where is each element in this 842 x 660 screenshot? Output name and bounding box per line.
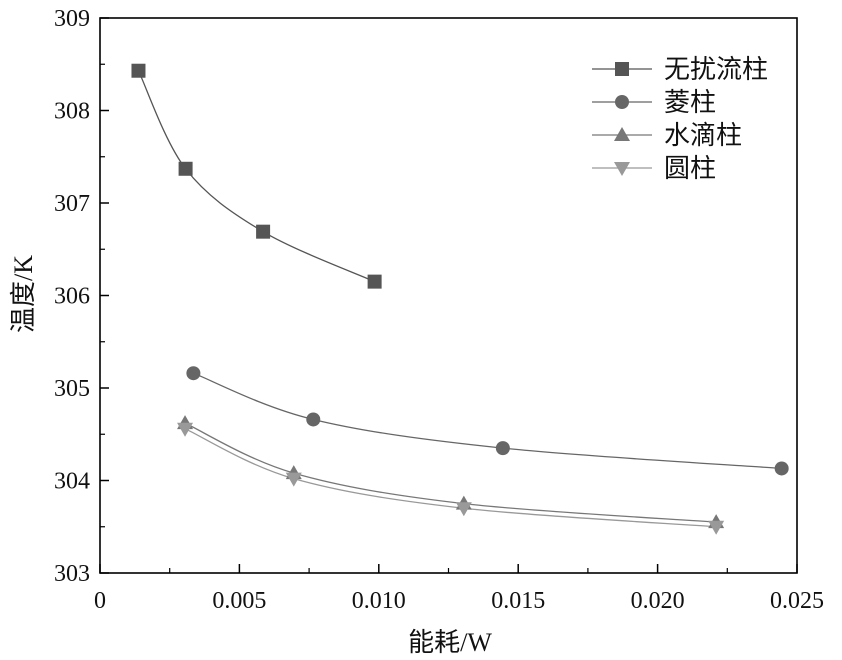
data-point — [455, 502, 472, 517]
data-point — [306, 412, 321, 427]
x-tick-label: 0.005 — [212, 588, 266, 614]
series-line — [137, 70, 375, 283]
series-line — [184, 422, 717, 523]
legend-label: 无扰流柱 — [664, 55, 768, 84]
y-tick-label: 304 — [54, 469, 90, 495]
x-tick-label: 0 — [94, 588, 106, 614]
x-tick-label: 0.025 — [770, 588, 824, 614]
legend-item: 无扰流柱 — [592, 55, 768, 84]
series-line — [184, 428, 717, 528]
data-point — [285, 472, 302, 487]
x-tick-label: 0.015 — [491, 588, 545, 614]
data-point — [131, 63, 146, 78]
series-curves — [137, 70, 782, 528]
x-tick-label: 0.010 — [352, 588, 406, 614]
legend-marker — [614, 127, 630, 141]
data-point — [177, 422, 194, 437]
y-tick-label: 306 — [54, 284, 90, 310]
legend-item: 菱柱 — [592, 88, 716, 117]
y-axis-title: 温度/K — [9, 255, 38, 333]
data-point — [495, 441, 510, 456]
data-point — [367, 274, 382, 289]
data-point — [774, 461, 789, 476]
legend-label: 圆柱 — [664, 154, 716, 183]
x-axis-title: 能耗/W — [408, 628, 492, 657]
y-tick-label: 307 — [54, 191, 90, 217]
legend-label: 水滴柱 — [664, 121, 742, 150]
legend-marker — [615, 62, 629, 76]
y-axis: 303 304 305 306 307 308 309 — [54, 6, 109, 587]
x-axis: 0 0.005 0.010 0.015 0.020 0.025 — [94, 564, 824, 614]
data-point — [708, 520, 725, 535]
series-line — [193, 372, 782, 470]
y-tick-label: 303 — [54, 561, 90, 587]
data-point — [256, 224, 271, 239]
legend-marker — [615, 95, 629, 109]
legend-item: 水滴柱 — [592, 121, 742, 150]
y-tick-label: 305 — [54, 376, 90, 402]
x-tick-label: 0.020 — [631, 588, 685, 614]
legend-item: 圆柱 — [592, 154, 716, 183]
series-markers — [131, 63, 789, 535]
data-point — [186, 366, 201, 381]
legend-marker — [614, 162, 630, 176]
y-tick-label: 309 — [54, 6, 90, 32]
y-tick-label: 308 — [54, 99, 90, 125]
legend-label: 菱柱 — [664, 88, 716, 117]
data-point — [178, 161, 193, 176]
